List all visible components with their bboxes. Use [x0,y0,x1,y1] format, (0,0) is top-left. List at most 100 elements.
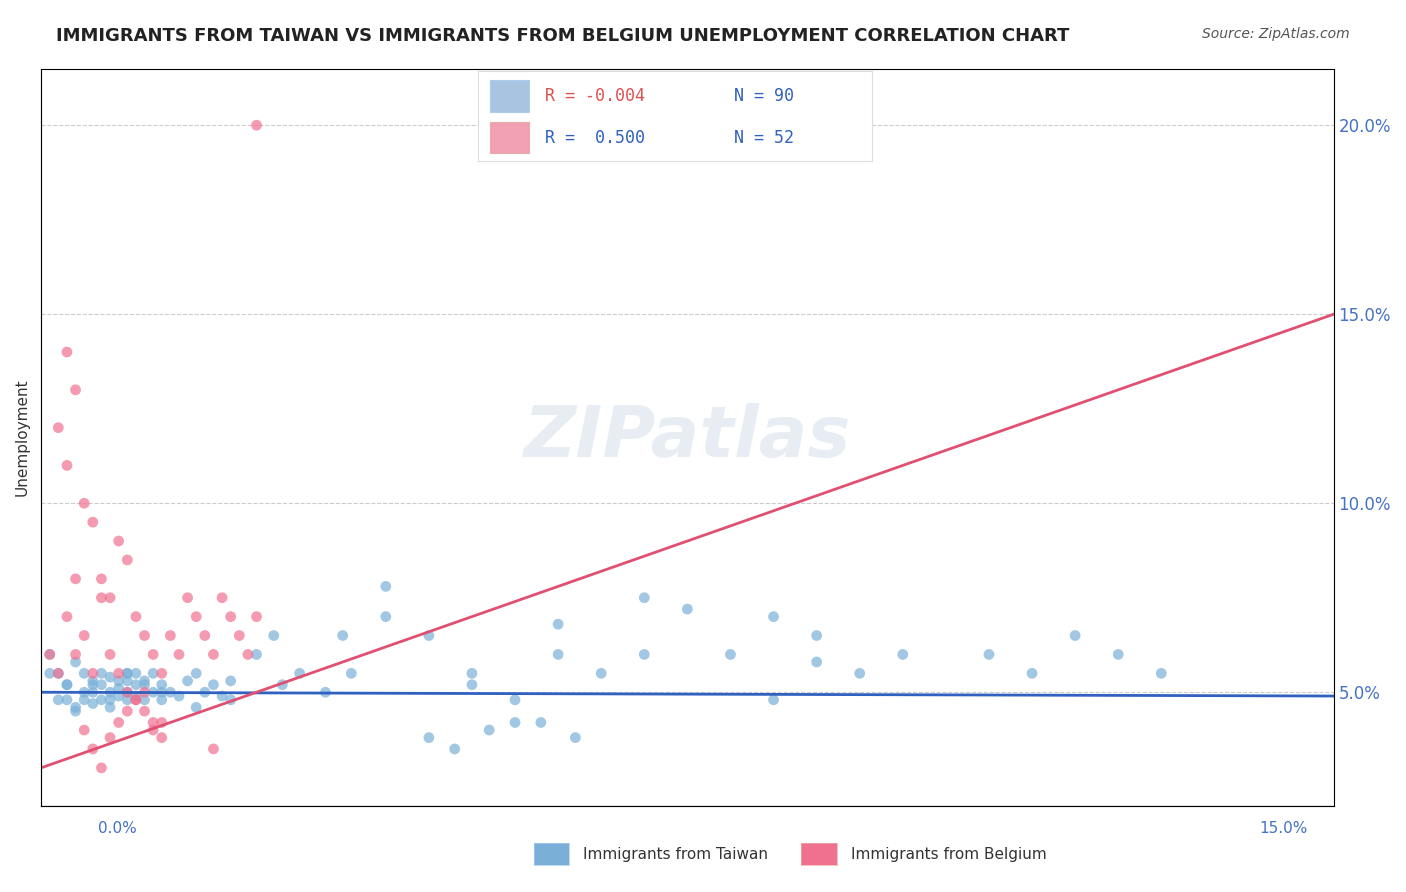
Text: N = 52: N = 52 [734,129,794,147]
Point [194,685,217,699]
Y-axis label: Unemployment: Unemployment [15,378,30,496]
Point [98,731,121,745]
Point [46,420,69,434]
Point [98,685,121,699]
Point [46,666,69,681]
Point [117,553,139,567]
Point [374,609,396,624]
Point [73,628,96,642]
Point [806,655,828,669]
Point [271,678,294,692]
Point [176,673,198,688]
Point [503,693,526,707]
Point [98,648,121,662]
Point [676,602,699,616]
Point [56,678,79,692]
Point [65,655,87,669]
Point [65,700,87,714]
Text: ZIPatlas: ZIPatlas [523,402,851,472]
Point [117,666,139,681]
Point [547,648,569,662]
Point [150,685,173,699]
Point [56,458,79,473]
Point [219,673,242,688]
Point [503,715,526,730]
Point [82,685,104,699]
Point [65,383,87,397]
Point [90,591,112,605]
Point [1107,648,1129,662]
Point [90,572,112,586]
Point [186,666,208,681]
Point [236,648,259,662]
Text: Immigrants from Belgium: Immigrants from Belgium [851,847,1046,862]
Point [1150,666,1173,681]
Point [211,591,233,605]
Point [167,648,190,662]
Point [134,693,156,707]
Point [150,666,173,681]
Point [167,689,190,703]
Point [591,666,613,681]
Point [90,666,112,681]
Point [125,609,148,624]
Point [107,681,129,696]
Point [134,678,156,692]
Point [134,685,156,699]
Point [194,628,217,642]
Point [977,648,1000,662]
Point [90,678,112,692]
Text: Immigrants from Taiwan: Immigrants from Taiwan [583,847,769,862]
Point [98,670,121,684]
Point [117,704,139,718]
Point [73,723,96,737]
Point [142,685,165,699]
Point [150,678,173,692]
Point [720,648,742,662]
Point [1021,666,1043,681]
Text: Source: ZipAtlas.com: Source: ZipAtlas.com [1202,27,1350,41]
Point [134,704,156,718]
FancyBboxPatch shape [489,80,529,112]
Point [159,628,181,642]
Point [134,673,156,688]
FancyBboxPatch shape [489,122,529,153]
Point [56,693,79,707]
Point [443,742,465,756]
Point [134,628,156,642]
Point [56,678,79,692]
Point [211,689,233,703]
Point [461,666,484,681]
Point [633,648,655,662]
Point [82,515,104,529]
Point [762,693,785,707]
Point [142,715,165,730]
Point [263,628,285,642]
Point [107,689,129,703]
Point [98,591,121,605]
Point [806,628,828,642]
Point [82,678,104,692]
Point [478,723,501,737]
Point [125,689,148,703]
Point [117,693,139,707]
Point [117,685,139,699]
Point [125,666,148,681]
Point [90,693,112,707]
Text: IMMIGRANTS FROM TAIWAN VS IMMIGRANTS FROM BELGIUM UNEMPLOYMENT CORRELATION CHART: IMMIGRANTS FROM TAIWAN VS IMMIGRANTS FRO… [56,27,1070,45]
Point [159,685,181,699]
Point [202,678,225,692]
Point [332,628,354,642]
Point [82,666,104,681]
Point [176,591,198,605]
Point [530,715,553,730]
Point [90,761,112,775]
Point [228,628,250,642]
Text: 15.0%: 15.0% [1260,821,1308,836]
Point [762,609,785,624]
Point [56,345,79,359]
Point [219,609,242,624]
Point [314,685,336,699]
Point [82,697,104,711]
Point [73,685,96,699]
